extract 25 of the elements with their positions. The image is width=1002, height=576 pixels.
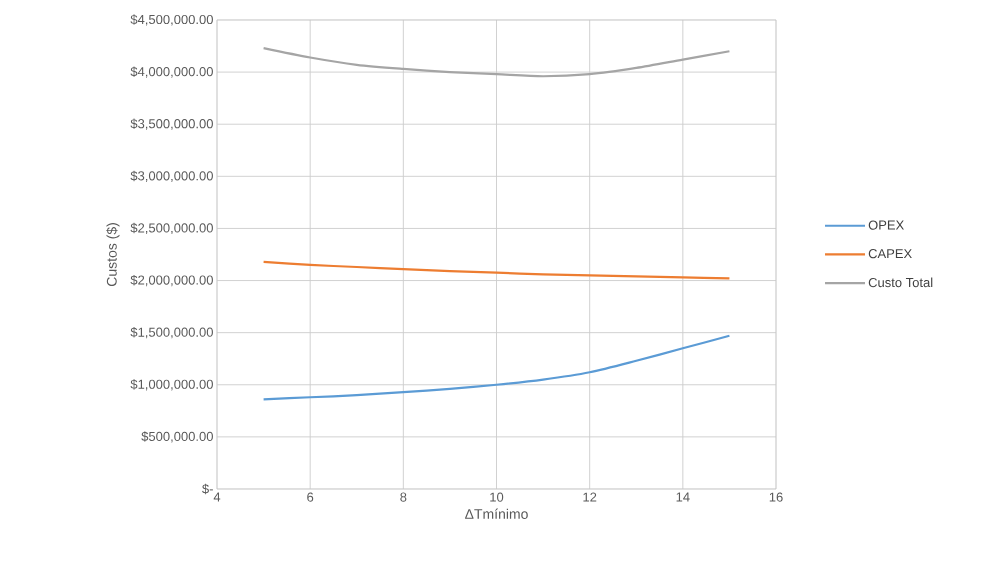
y-tick-label: $4,500,000.00 xyxy=(130,14,213,26)
x-axis-title: ΔTmínimo xyxy=(465,508,528,519)
y-tick-label: $500,000.00 xyxy=(141,431,213,443)
y-tick-label: $3,000,000.00 xyxy=(130,170,213,182)
y-tick-label: $- xyxy=(202,483,213,495)
x-tick-label: 8 xyxy=(400,492,407,502)
y-tick-label: $3,500,000.00 xyxy=(130,118,213,130)
legend-label: OPEX xyxy=(868,220,904,230)
line-series xyxy=(262,334,731,401)
y-tick-label: $1,000,000.00 xyxy=(130,379,213,391)
y-axis-title: Custos ($) xyxy=(106,223,120,287)
y-tick-label: $1,500,000.00 xyxy=(130,327,213,339)
x-tick-label: 4 xyxy=(213,492,221,502)
y-tick-label: $4,000,000.00 xyxy=(130,66,213,78)
line-series xyxy=(262,260,731,280)
legend-label: Custo Total xyxy=(868,277,933,288)
line-series xyxy=(262,47,731,78)
x-tick-label: 10 xyxy=(490,492,504,502)
y-tick-label: $2,000,000.00 xyxy=(130,274,213,287)
legend-label: CAPEX xyxy=(868,249,912,259)
x-tick-label: 14 xyxy=(676,492,690,502)
y-tick-label: $2,500,000.00 xyxy=(130,222,213,235)
x-tick-label: 12 xyxy=(583,492,597,502)
x-tick-label: 6 xyxy=(307,492,314,502)
x-tick-label: 16 xyxy=(769,492,783,502)
